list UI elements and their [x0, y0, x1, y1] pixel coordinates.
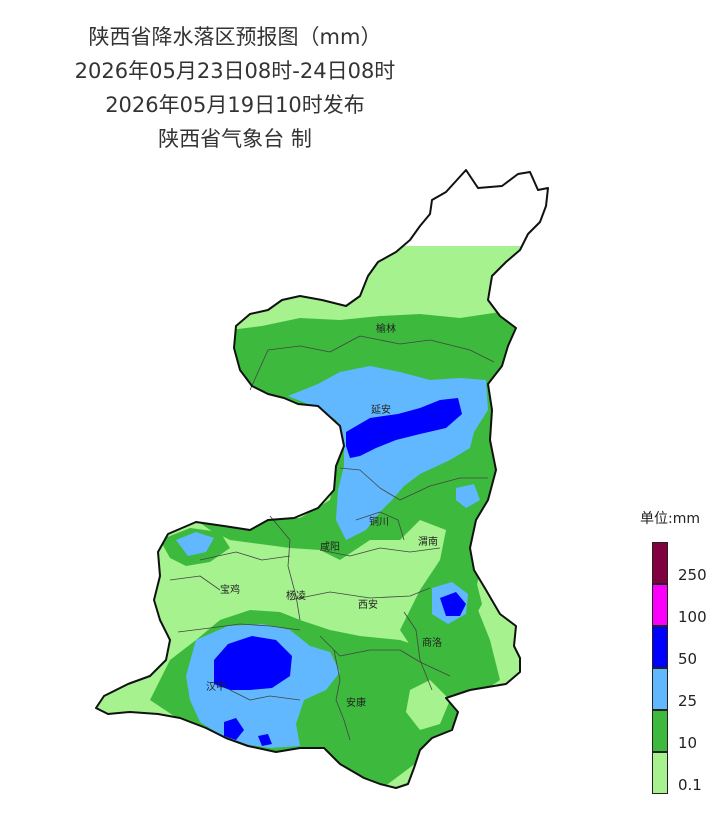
city-label-xian: 西安: [358, 598, 378, 611]
city-label-shangluo: 商洛: [422, 636, 442, 649]
legend-label-100: 100: [678, 608, 707, 626]
city-label-hanzhong: 汉中: [206, 680, 226, 693]
legend-swatch-100: [652, 584, 668, 626]
city-label-tongchuan: 铜川: [369, 516, 389, 528]
city-label-yulin: 榆林: [376, 322, 396, 335]
city-label-weinan: 渭南: [418, 535, 438, 548]
legend-label-10: 10: [678, 734, 698, 752]
legend-title: 单位:mm: [640, 511, 700, 527]
issue-time: 2026年05月19日10时发布: [105, 93, 365, 117]
legend-swatch-10: [652, 710, 668, 752]
city-label-yanan: 延安: [371, 403, 391, 416]
legend-swatch-0.1: [652, 752, 668, 794]
legend-label-0.1: 0.1: [678, 776, 702, 794]
city-label-ankang: 安康: [346, 696, 366, 709]
legend-swatch-50: [652, 626, 668, 668]
legend-swatch-25: [652, 668, 668, 710]
issuer: 陕西省气象台 制: [158, 127, 312, 151]
city-label-baoji: 宝鸡: [220, 583, 240, 596]
city-label-yangling: 杨凌: [286, 589, 306, 602]
legend-swatch-250: [652, 542, 668, 584]
legend-label-25: 25: [678, 692, 698, 710]
city-label-xianyang: 咸阳: [320, 541, 340, 553]
rainfall-bands: [96, 170, 548, 788]
map-title: 陕西省降水落区预报图（mm）: [88, 25, 382, 49]
legend-label-50: 50: [678, 650, 698, 668]
map-title-block: 陕西省降水落区预报图（mm） 2026年05月23日08时-24日08时 202…: [0, 0, 470, 156]
city-boundaries: [169, 335, 495, 741]
legend-label-250: 250: [678, 566, 707, 584]
forecast-period: 2026年05月23日08时-24日08时: [74, 59, 396, 83]
province-outline: [95, 169, 549, 789]
